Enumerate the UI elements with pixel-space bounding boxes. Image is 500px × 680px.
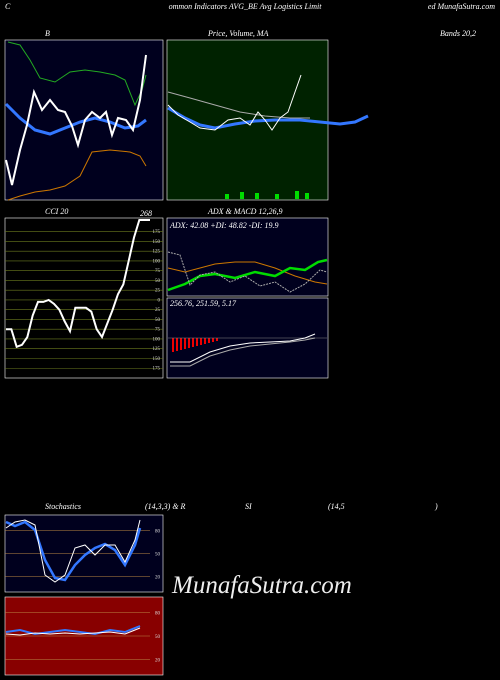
y-tick-label: 20 (155, 576, 161, 581)
middle-band (4, 102, 147, 136)
y-tick-label: 0 (158, 298, 161, 303)
adx-panel (166, 217, 329, 297)
y-tick-label: 125 (153, 250, 161, 255)
plus-di (167, 258, 328, 292)
y-tick-label: 80 (155, 529, 161, 534)
stoch-title: Stochastics (45, 502, 81, 511)
y-tick-label: 50 (155, 635, 161, 640)
cci-panel (4, 217, 164, 379)
adx-readout: ADX: 42.08 +DI: 48.82 -DI: 19.9 (169, 221, 279, 230)
y-tick-label: 25 (155, 308, 161, 313)
header-left: C (5, 2, 11, 11)
y-tick-label: 50 (155, 318, 161, 323)
cci-peak-label: 268 (140, 209, 152, 218)
y-tick-label: 50 (155, 553, 161, 558)
rsi-params: (14,5 (328, 502, 345, 511)
y-tick-label: 150 (153, 240, 161, 245)
price-line-2 (167, 74, 302, 131)
rsi-close: ) (434, 502, 438, 511)
macd-hist (172, 338, 218, 352)
upper-band (7, 41, 147, 107)
lower-band (7, 149, 147, 201)
y-tick-label: 175 (153, 367, 161, 372)
signal-line (170, 337, 316, 367)
adx-title: ADX & MACD 12,26,9 (207, 207, 282, 216)
macd-line (170, 333, 316, 363)
y-tick-label: 125 (153, 347, 161, 352)
header-center: ommon Indicators AVG_BE Avg Logistics Li… (169, 2, 323, 11)
minus-di (167, 251, 328, 293)
price-right-title: Bands 20,2 (440, 29, 476, 38)
rsi-white (5, 627, 141, 636)
price-title: Price, Volume, MA (207, 29, 269, 38)
macd-readout: 256.76, 251.59, 5.17 (170, 299, 237, 308)
rsi-title: SI (245, 502, 252, 511)
y-tick-label: 50 (155, 279, 161, 284)
stoch-d (5, 519, 141, 583)
stoch-k (5, 520, 142, 582)
watermark: MunafaSutra.com (171, 572, 352, 599)
header-right: ed MunafaSutra.com (428, 2, 495, 11)
y-tick-label: 80 (155, 612, 161, 617)
y-tick-label: 75 (155, 328, 161, 333)
y-tick-label: 75 (155, 269, 161, 274)
y-tick-label: 25 (155, 289, 161, 294)
volume-bars (225, 191, 309, 199)
adx-line (167, 261, 328, 285)
cci-title: CCI 20 (45, 207, 68, 216)
cci-line (6, 218, 150, 349)
y-tick-label: 175 (153, 230, 161, 235)
ma-line (167, 91, 310, 119)
stoch-params: (14,3,3) & R (145, 502, 186, 511)
y-tick-label: 100 (153, 337, 161, 342)
y-tick-label: 150 (153, 357, 161, 362)
rsi-blue (5, 625, 141, 636)
y-tick-label: 100 (153, 259, 161, 264)
bollinger-title: B (45, 29, 50, 38)
price-line (5, 54, 147, 186)
y-tick-label: 20 (155, 658, 161, 663)
